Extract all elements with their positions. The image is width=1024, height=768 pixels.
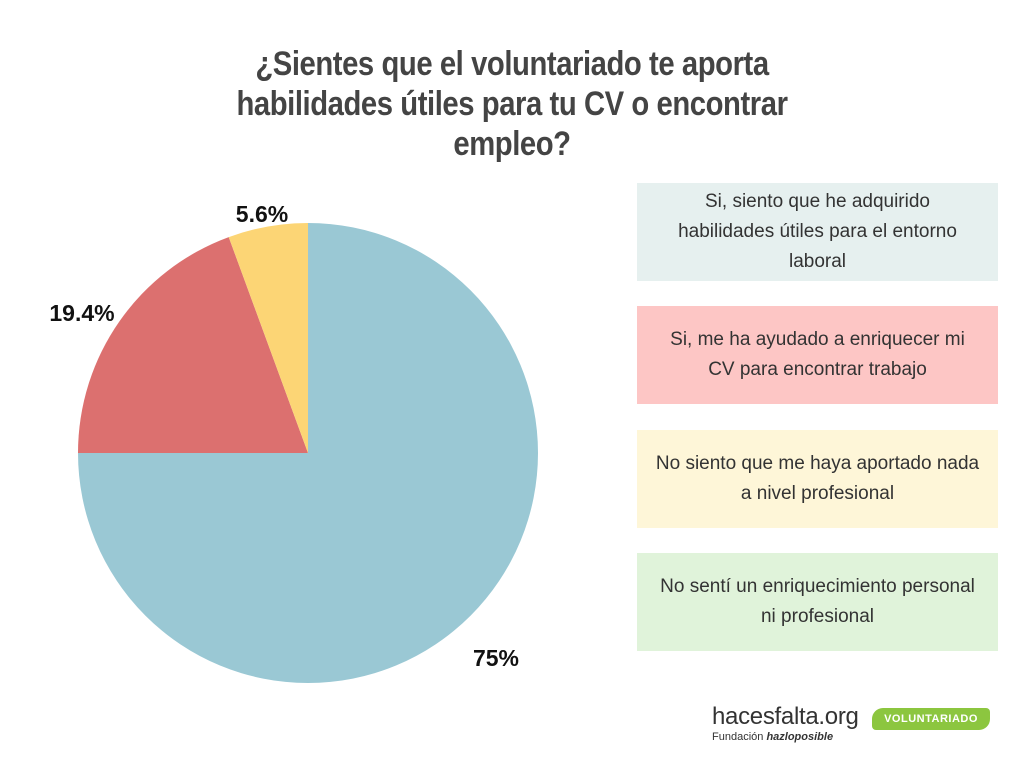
voluntariado-badge: VOLUNTARIADO [872, 708, 990, 730]
brand-subtitle: Fundación hazloposible [712, 730, 859, 744]
brand-sub-prefix: Fundación [712, 731, 764, 743]
pie-slice-1 [78, 237, 308, 453]
brand-name: hacesfalta.org [712, 703, 859, 730]
footer-logo: hacesfalta.org Fundación hazloposible [712, 704, 859, 744]
legend-item-3: No sentí un enriquecimiento personal ni … [637, 553, 998, 651]
pie-slice-2 [228, 223, 308, 453]
slice-label-2: 5.6% [236, 201, 288, 227]
brand-sub-name: hazloposible [766, 731, 834, 743]
legend-label: Si, me ha ayudado a enriquecer mi CV par… [670, 329, 965, 380]
legend-label: Si, siento que he adquirido habilidades … [678, 191, 957, 272]
slice-label-1: 19.4% [49, 300, 114, 326]
slice-label-0: 75% [473, 645, 519, 671]
legend-item-2: No siento que me haya aportado nada a ni… [637, 430, 998, 528]
legend-label: No sentí un enriquecimiento personal ni … [660, 576, 975, 627]
legend-item-0: Si, siento que he adquirido habilidades … [637, 183, 998, 281]
chart-title: ¿Sientes que el voluntariado te aporta h… [236, 45, 788, 163]
legend-label: No siento que me haya aportado nada a ni… [655, 453, 980, 504]
legend-item-1: Si, me ha ayudado a enriquecer mi CV par… [637, 306, 998, 404]
